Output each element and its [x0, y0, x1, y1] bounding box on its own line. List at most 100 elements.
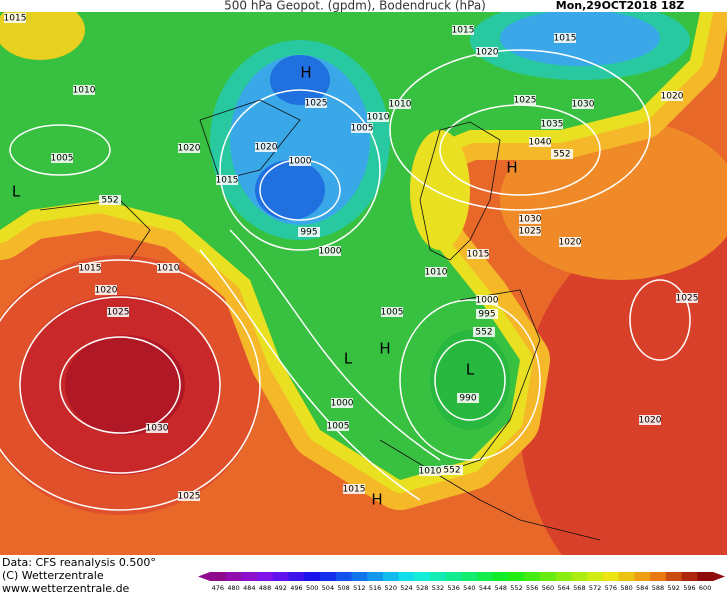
isobar-label: 1035 [541, 120, 564, 130]
colorbar-label: 500 [306, 584, 318, 592]
isobar-label: 1010 [157, 264, 180, 274]
colorbar-label: 564 [557, 584, 569, 592]
colorbar-label: 552 [510, 584, 522, 592]
colorbar-swatch [618, 572, 635, 581]
pressure-center: L [12, 183, 21, 201]
pressure-center: L [466, 361, 475, 379]
label-box [419, 466, 441, 476]
colorbar-arrow [198, 572, 210, 581]
label-box [319, 246, 341, 256]
isobar-label: 1015 [4, 14, 27, 24]
isobar-label: 1025 [519, 227, 542, 237]
label-box [367, 112, 389, 122]
colorbar-swatch [272, 572, 290, 581]
colorbar-label: 524 [400, 584, 412, 592]
label-box [551, 149, 573, 159]
colorbar-label: 580 [620, 584, 632, 592]
isobar-label: 1005 [327, 422, 350, 432]
isobar-label: 1015 [467, 250, 490, 260]
label-box [298, 227, 320, 237]
isobar-label: 1010 [73, 86, 96, 96]
colorbar-label: 480 [227, 584, 239, 592]
colorbar-swatch [492, 572, 510, 581]
colorbar-label: 544 [479, 584, 491, 592]
isobar-label: 1020 [661, 92, 684, 102]
label-box [216, 175, 238, 185]
colorbar-swatch [257, 572, 274, 581]
colorbar-label: 520 [385, 584, 397, 592]
colorbar-label: 540 [463, 584, 475, 592]
colorbar-swatch [398, 572, 415, 581]
colorbar-swatch [524, 572, 541, 581]
isobar-label: 990 [459, 394, 476, 404]
label-box [157, 263, 179, 273]
isobar-label: 1020 [559, 238, 582, 248]
isobar-label: 995 [478, 310, 495, 320]
colorbar-label: 528 [416, 584, 428, 592]
isobar-label: 1030 [519, 215, 542, 225]
colorbar-swatch [602, 572, 620, 581]
label-box [178, 491, 200, 501]
isobar-label: 1020 [255, 143, 278, 153]
colorbar: 476 480 484 488 492 496 500 504 508 512 516 520 524 5… [198, 572, 725, 592]
colorbar-label: 508 [337, 584, 349, 592]
colorbar-label: 496 [290, 584, 302, 592]
label-box [541, 119, 563, 129]
label-box [331, 398, 353, 408]
colorbar-label: 484 [243, 584, 255, 592]
colorbar-label: 560 [542, 584, 554, 592]
colorbar-label: 476 [212, 584, 224, 592]
isobar-label: 1025 [514, 96, 537, 106]
colorbar-label: 532 [432, 584, 444, 592]
colorbar-label: 516 [369, 584, 381, 592]
colorbar-label: 568 [573, 584, 585, 592]
label-box [529, 137, 551, 147]
colorbar-swatch [382, 572, 400, 581]
isobar-label: 1015 [554, 34, 577, 44]
label-box [305, 98, 327, 108]
isobar-label: 1010 [389, 100, 412, 110]
pressure-center: L [344, 350, 353, 368]
isobar-label: 1025 [305, 99, 328, 109]
colorbar-label: 556 [526, 584, 538, 592]
title: 500 hPa Geopot. (gpdm), Bodendruck (hPa) [224, 0, 486, 13]
footer-line: www.wetterzentrale.de [2, 582, 130, 593]
isobar-label: 1015 [343, 485, 366, 495]
colorbar-swatch [665, 572, 683, 581]
colorbar-swatch [697, 572, 714, 581]
colorbar-swatch [288, 572, 305, 581]
label-box [255, 142, 277, 152]
colorbar-swatch [367, 572, 384, 581]
isobar-label: 1025 [676, 294, 699, 304]
isobar-label: 1000 [331, 399, 354, 409]
isobar-label: 1020 [95, 286, 118, 296]
label-box [4, 13, 26, 23]
colorbar-label: 548 [495, 584, 507, 592]
isobar-label: 1010 [419, 467, 442, 477]
label-box [519, 226, 541, 236]
colorbar-swatch [335, 572, 352, 581]
isobar-label: 552 [101, 196, 118, 206]
label-box [327, 421, 349, 431]
colorbar-swatch [634, 572, 651, 581]
isobar-label: 1000 [319, 247, 342, 257]
isobar-label: 1005 [51, 154, 74, 164]
colorbar-label: 504 [322, 584, 334, 592]
isobar-label: 1030 [146, 424, 169, 434]
isobar-label: 1020 [178, 144, 201, 154]
colorbar-swatch [571, 572, 588, 581]
label-box [676, 293, 698, 303]
label-box [425, 267, 447, 277]
label-box [452, 25, 474, 35]
label-box [476, 295, 498, 305]
colorbar-swatch [430, 572, 447, 581]
colorbar-swatch [445, 572, 462, 581]
pressure-center: H [300, 64, 311, 82]
label-box [79, 263, 101, 273]
colorbar-swatch [681, 572, 698, 581]
label-box [473, 327, 495, 337]
label-box [381, 307, 403, 317]
colorbar-label: 596 [683, 584, 695, 592]
colorbar-swatch [304, 572, 321, 581]
colorbar-label: 536 [447, 584, 459, 592]
